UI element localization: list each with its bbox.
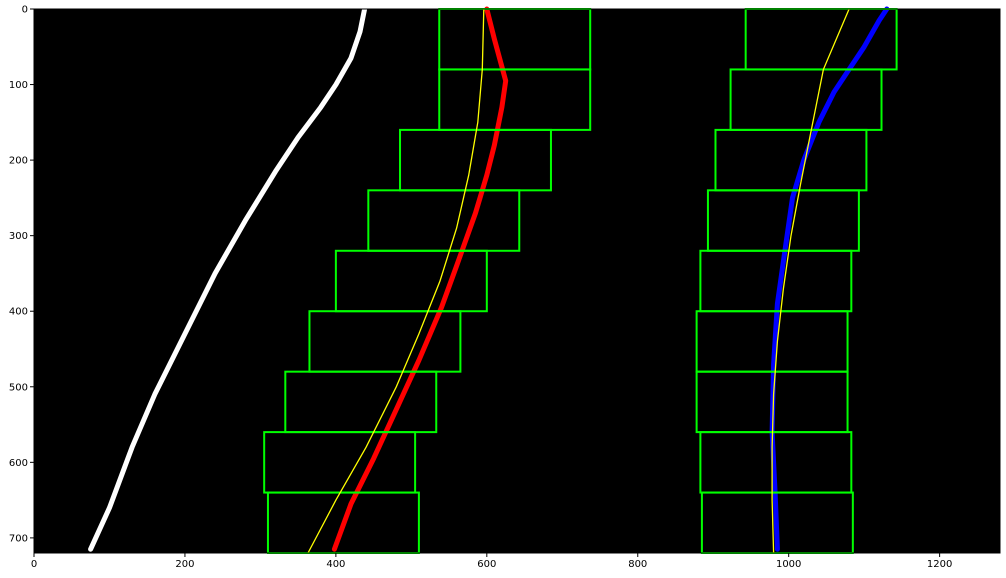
x-tick-label: 1200 xyxy=(927,559,952,570)
chart-marks xyxy=(88,6,898,554)
y-tick-label: 700 xyxy=(9,533,28,544)
chart-axes: 0 200 400 600 800 1000 1200 0 100 200 300 400 500 600… xyxy=(9,5,952,571)
fit-line-0 xyxy=(307,8,485,554)
y-tick-label: 500 xyxy=(9,382,28,393)
y-tick-label: 600 xyxy=(9,458,28,469)
fit-line-1 xyxy=(771,8,850,554)
y-tick-label: 100 xyxy=(9,80,28,91)
x-tick-label: 1000 xyxy=(776,559,801,570)
y-tick-label: 300 xyxy=(9,231,28,242)
plot-background xyxy=(34,9,1000,553)
y-tick-label: 200 xyxy=(9,156,28,167)
lane-pixels-1 xyxy=(331,6,509,552)
y-tick-label: 400 xyxy=(9,307,28,318)
y-tick-label: 0 xyxy=(22,5,28,16)
x-tick-label: 0 xyxy=(31,559,37,570)
lane-pixels-0 xyxy=(88,6,368,552)
x-tick-label: 200 xyxy=(175,559,194,570)
x-tick-label: 800 xyxy=(628,559,647,570)
x-tick-label: 600 xyxy=(477,559,496,570)
x-tick-label: 400 xyxy=(326,559,345,570)
plot-frame xyxy=(33,8,1001,554)
